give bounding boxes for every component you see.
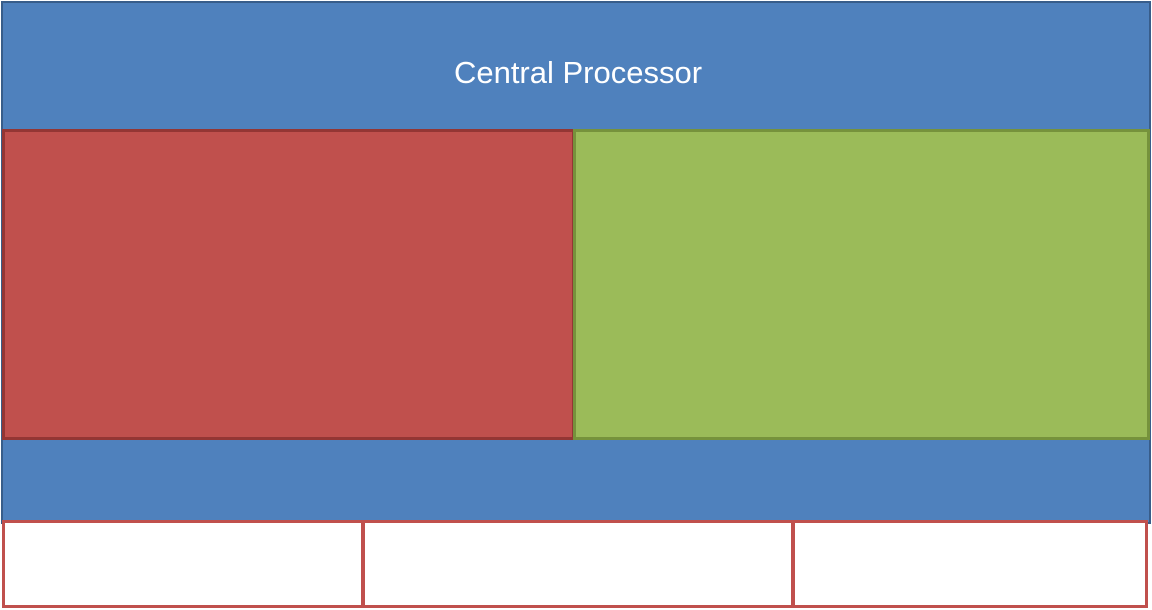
bottom-slot-1: [2, 520, 364, 608]
bottom-slot-2: [362, 520, 794, 608]
central-processor-title: Central Processor: [453, 55, 703, 90]
green-block: [573, 129, 1150, 440]
red-block: [2, 129, 575, 440]
bottom-slot-3: [792, 520, 1148, 608]
